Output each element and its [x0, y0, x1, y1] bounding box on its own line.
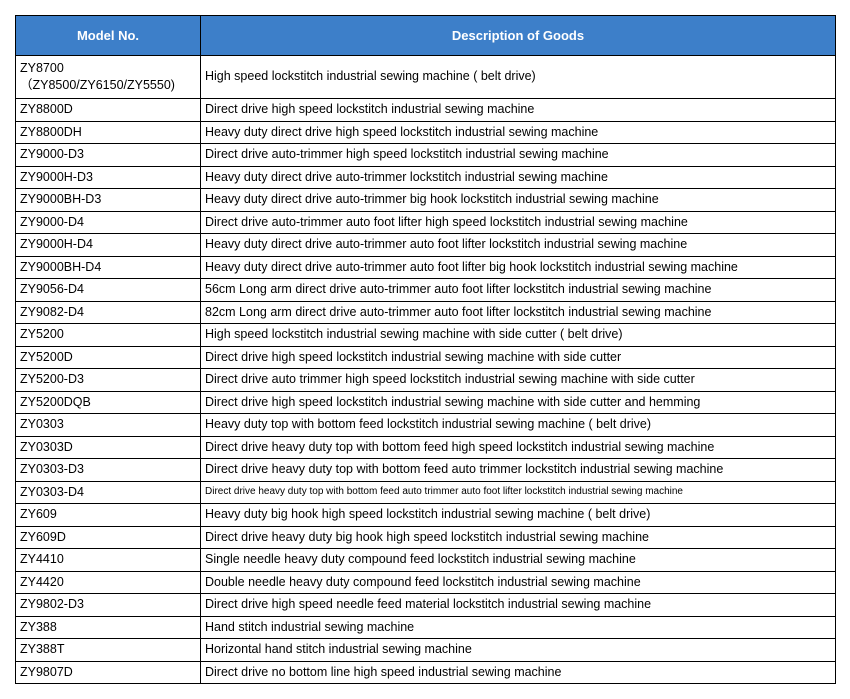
cell-description: Heavy duty direct drive auto-trimmer big… — [201, 189, 836, 212]
cell-model-no: ZY5200DQB — [16, 391, 201, 414]
cell-description: High speed lockstitch industrial sewing … — [201, 324, 836, 347]
table-row: ZY0303DDirect drive heavy duty top with … — [16, 436, 836, 459]
cell-description: Direct drive no bottom line high speed i… — [201, 661, 836, 684]
table-row: ZY0303Heavy duty top with bottom feed lo… — [16, 414, 836, 437]
table-row: ZY9802-D3Direct drive high speed needle … — [16, 594, 836, 617]
cell-model-no: ZY4420 — [16, 571, 201, 594]
cell-model-no: ZY0303-D3 — [16, 459, 201, 482]
cell-model-no: ZY5200-D3 — [16, 369, 201, 392]
cell-description: Direct drive heavy duty big hook high sp… — [201, 526, 836, 549]
cell-description: Direct drive heavy duty top with bottom … — [201, 436, 836, 459]
table-row: ZY9056-D456cm Long arm direct drive auto… — [16, 279, 836, 302]
cell-model-no: ZY9056-D4 — [16, 279, 201, 302]
table-row: ZY388Hand stitch industrial sewing machi… — [16, 616, 836, 639]
table-row: ZY5200DQBDirect drive high speed locksti… — [16, 391, 836, 414]
cell-model-no: ZY9000H-D3 — [16, 166, 201, 189]
cell-description: Hand stitch industrial sewing machine — [201, 616, 836, 639]
cell-description: Direct drive auto-trimmer auto foot lift… — [201, 211, 836, 234]
cell-description: Direct drive heavy duty top with bottom … — [201, 459, 836, 482]
cell-description: Direct drive high speed needle feed mate… — [201, 594, 836, 617]
cell-description: Direct drive auto trimmer high speed loc… — [201, 369, 836, 392]
table-row: ZY9807DDirect drive no bottom line high … — [16, 661, 836, 684]
cell-model-no: ZY8700 （ZY8500/ZY6150/ZY5550) — [16, 56, 201, 99]
cell-description: Direct drive heavy duty top with bottom … — [201, 481, 836, 504]
cell-model-no: ZY9000BH-D4 — [16, 256, 201, 279]
table-row: ZY5200DDirect drive high speed lockstitc… — [16, 346, 836, 369]
cell-model-no: ZY8800D — [16, 99, 201, 122]
cell-description: Heavy duty top with bottom feed lockstit… — [201, 414, 836, 437]
cell-description: High speed lockstitch industrial sewing … — [201, 56, 836, 99]
table-row: ZY9000H-D4Heavy duty direct drive auto-t… — [16, 234, 836, 257]
cell-description: Horizontal hand stitch industrial sewing… — [201, 639, 836, 662]
table-header-row: Model No. Description of Goods — [16, 16, 836, 56]
table-row: ZY9082-D482cm Long arm direct drive auto… — [16, 301, 836, 324]
cell-model-no: ZY9807D — [16, 661, 201, 684]
cell-model-no: ZY0303D — [16, 436, 201, 459]
cell-model-no: ZY9000-D3 — [16, 144, 201, 167]
cell-model-no: ZY609 — [16, 504, 201, 527]
table-row: ZY4410Single needle heavy duty compound … — [16, 549, 836, 572]
table-row: ZY9000BH-D4Heavy duty direct drive auto-… — [16, 256, 836, 279]
cell-description: 82cm Long arm direct drive auto-trimmer … — [201, 301, 836, 324]
table-row: ZY8700 （ZY8500/ZY6150/ZY5550)High speed … — [16, 56, 836, 99]
cell-description: Direct drive high speed lockstitch indus… — [201, 99, 836, 122]
cell-model-no: ZY9000H-D4 — [16, 234, 201, 257]
cell-description: Heavy duty direct drive auto-trimmer loc… — [201, 166, 836, 189]
cell-description: Direct drive high speed lockstitch indus… — [201, 346, 836, 369]
cell-model-no: ZY4410 — [16, 549, 201, 572]
cell-model-no: ZY0303-D4 — [16, 481, 201, 504]
cell-model-no: ZY9082-D4 — [16, 301, 201, 324]
table-row: ZY609Heavy duty big hook high speed lock… — [16, 504, 836, 527]
cell-description: Direct drive auto-trimmer high speed loc… — [201, 144, 836, 167]
cell-description: Heavy duty direct drive high speed locks… — [201, 121, 836, 144]
cell-model-no: ZY5200D — [16, 346, 201, 369]
table-row: ZY0303-D4Direct drive heavy duty top wit… — [16, 481, 836, 504]
table-row: ZY8800DHHeavy duty direct drive high spe… — [16, 121, 836, 144]
table-row: ZY5200High speed lockstitch industrial s… — [16, 324, 836, 347]
table-row: ZY9000-D3Direct drive auto-trimmer high … — [16, 144, 836, 167]
cell-model-no: ZY388T — [16, 639, 201, 662]
table-row: ZY9000-D4Direct drive auto-trimmer auto … — [16, 211, 836, 234]
cell-model-no: ZY5200 — [16, 324, 201, 347]
cell-model-no: ZY0303 — [16, 414, 201, 437]
table-row: ZY609DDirect drive heavy duty big hook h… — [16, 526, 836, 549]
cell-model-no: ZY9000-D4 — [16, 211, 201, 234]
header-model-no: Model No. — [16, 16, 201, 56]
table-row: ZY9000H-D3Heavy duty direct drive auto-t… — [16, 166, 836, 189]
table-row: ZY8800DDirect drive high speed lockstitc… — [16, 99, 836, 122]
table-row: ZY5200-D3Direct drive auto trimmer high … — [16, 369, 836, 392]
cell-description: Single needle heavy duty compound feed l… — [201, 549, 836, 572]
cell-model-no: ZY8800DH — [16, 121, 201, 144]
cell-description: Heavy duty direct drive auto-trimmer aut… — [201, 256, 836, 279]
cell-description: Heavy duty big hook high speed lockstitc… — [201, 504, 836, 527]
header-description: Description of Goods — [201, 16, 836, 56]
table-row: ZY4420Double needle heavy duty compound … — [16, 571, 836, 594]
table-row: ZY9000BH-D3Heavy duty direct drive auto-… — [16, 189, 836, 212]
cell-model-no: ZY388 — [16, 616, 201, 639]
cell-description: 56cm Long arm direct drive auto-trimmer … — [201, 279, 836, 302]
cell-model-no: ZY9802-D3 — [16, 594, 201, 617]
products-table: Model No. Description of Goods ZY8700 （Z… — [15, 15, 836, 684]
cell-description: Direct drive high speed lockstitch indus… — [201, 391, 836, 414]
table-row: ZY388THorizontal hand stitch industrial … — [16, 639, 836, 662]
cell-description: Heavy duty direct drive auto-trimmer aut… — [201, 234, 836, 257]
cell-description: Double needle heavy duty compound feed l… — [201, 571, 836, 594]
cell-model-no: ZY9000BH-D3 — [16, 189, 201, 212]
cell-model-no: ZY609D — [16, 526, 201, 549]
table-row: ZY0303-D3Direct drive heavy duty top wit… — [16, 459, 836, 482]
